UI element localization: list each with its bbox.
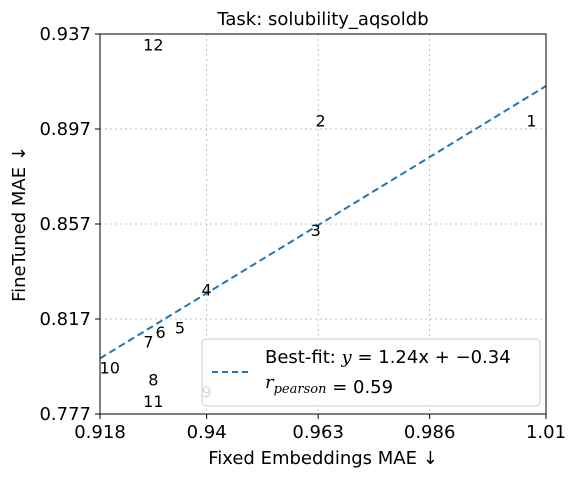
legend-box (201, 338, 541, 407)
data-point-label: 2 (315, 112, 325, 131)
data-point-label: 8 (148, 371, 158, 390)
x-axis-label: Fixed Embeddings MAE ↓ (208, 448, 438, 469)
x-tick-label: 0.963 (292, 422, 344, 443)
y-tick-label: 0.897 (39, 119, 91, 140)
y-axis-label: FineTuned MAE ↓ (9, 146, 30, 302)
x-tick-label: 1.01 (526, 422, 566, 443)
fit-line-layer (99, 85, 547, 360)
x-tick-label: 0.918 (74, 422, 126, 443)
y-ticks: 0.777 0.817 0.857 0.897 0.937 (39, 24, 100, 425)
x-ticks: 0.918 0.94 0.963 0.986 1.01 (74, 414, 566, 443)
data-point-label: 1 (526, 112, 536, 131)
x-tick-label: 0.94 (187, 422, 227, 443)
data-point-label: 5 (175, 318, 185, 337)
data-point-label: 11 (143, 392, 163, 411)
data-point-label: 4 (202, 280, 212, 299)
legend-fit-label: Best-fit: y = 1.24x + −0.34 (265, 347, 511, 368)
data-point-label: 10 (100, 359, 120, 378)
best-fit-line (99, 85, 547, 360)
data-point-label: 6 (156, 323, 166, 342)
y-tick-label: 0.857 (39, 214, 91, 235)
y-tick-label: 0.777 (39, 404, 91, 425)
data-point-label: 12 (143, 36, 163, 55)
data-point-label: 7 (143, 333, 153, 352)
legend-pearson-label: rpearson = 0.59 (265, 372, 393, 398)
points-layer: 123456789101112 (100, 36, 537, 411)
y-tick-label: 0.937 (39, 24, 91, 45)
x-tick-label: 0.986 (404, 422, 456, 443)
chart-title: Task: solubility_aqsoldb (216, 9, 428, 30)
data-point-label: 3 (311, 221, 321, 240)
legend: Best-fit: y = 1.24x + −0.34 rpearson = 0… (201, 338, 541, 407)
y-tick-label: 0.817 (39, 309, 91, 330)
